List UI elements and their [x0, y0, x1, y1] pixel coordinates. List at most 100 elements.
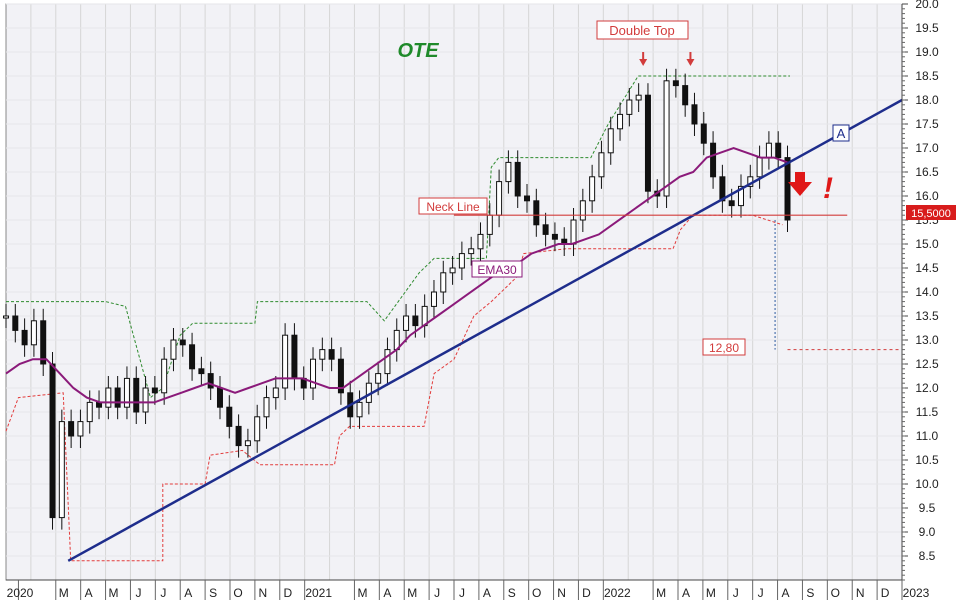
candle-body: [533, 200, 540, 226]
candle-body: [319, 349, 326, 360]
grid: [6, 3, 902, 580]
candle-body: [486, 214, 493, 235]
candle-body: [356, 401, 363, 418]
x-tick-label: O: [532, 586, 541, 600]
ema-label: EMA30: [477, 263, 517, 277]
ema30-line: [5, 146, 788, 404]
candle-body: [644, 94, 651, 192]
target-label: 12,80: [709, 341, 739, 355]
target-box: [702, 338, 746, 356]
candle-body: [589, 176, 596, 202]
candle-body: [570, 219, 577, 245]
candle-body: [105, 387, 112, 408]
candle-body: [161, 358, 168, 394]
down-arrow-icon: [788, 172, 812, 196]
y-tick-label: 19.5: [915, 21, 939, 35]
candle-body: [384, 349, 391, 375]
candle-body: [12, 315, 19, 331]
candle-body: [123, 377, 130, 408]
candlesticks: [3, 68, 791, 530]
x-tick-label: M: [407, 586, 417, 600]
x-tick-label: 2022: [604, 586, 631, 600]
y-tick-label: 8.5: [919, 549, 936, 563]
candle-body: [719, 176, 726, 202]
x-tick-label: A: [782, 586, 790, 600]
candle-body: [263, 397, 270, 418]
candle-body: [505, 161, 512, 183]
x-tick-label: J: [160, 586, 166, 600]
ema-annotation: EMA30: [471, 260, 523, 278]
candle-body: [775, 142, 782, 159]
down-arrow-icon: [686, 59, 695, 66]
y-tick-label: 15.0: [915, 237, 939, 251]
x-tick-label: M: [656, 586, 666, 600]
x-tick-label: J: [758, 586, 764, 600]
y-tick-label: 12.0: [915, 381, 939, 395]
target-annotation: 12,80: [702, 338, 746, 356]
x-tick-label: 2021: [305, 586, 332, 600]
candle-body: [282, 334, 289, 389]
x-tick-label: A: [85, 586, 93, 600]
candle-body: [458, 253, 465, 269]
candle-body: [403, 315, 410, 331]
x-tick-label: J: [733, 586, 739, 600]
x-tick-label: J: [459, 586, 465, 600]
candle-body: [151, 387, 158, 394]
sell-signal: !: [788, 172, 833, 205]
candle-body: [765, 142, 772, 159]
y-tick-label: 14.5: [915, 261, 939, 275]
candle-body: [375, 373, 382, 384]
down-arrow-icon: [639, 59, 648, 66]
candle-body: [49, 363, 56, 519]
price-tag: 15,5000: [906, 205, 956, 220]
candle-body: [189, 344, 196, 370]
candle-body: [226, 406, 233, 427]
x-tick-label: 2023: [903, 586, 930, 600]
x-tick-label: S: [806, 586, 814, 600]
candle-body: [542, 224, 549, 235]
candle-body: [756, 157, 763, 178]
candle-body: [68, 421, 75, 437]
candle-body: [663, 80, 670, 197]
candle-body: [784, 157, 791, 221]
x-tick-label: N: [557, 586, 566, 600]
y-tick-label: 16.5: [915, 165, 939, 179]
y-axis: 8.5 9.0 9.5 10.0 10.5 11.0 11.5 12.0 12.5 13.0 13.…: [901, 0, 939, 581]
candle-body: [86, 401, 93, 423]
candle-body: [114, 387, 121, 408]
candle-body: [310, 358, 317, 389]
candle-body: [40, 320, 47, 365]
candle-body: [551, 233, 558, 240]
candle-body: [737, 185, 744, 207]
candle-body: [440, 272, 447, 293]
candle-body: [728, 200, 735, 207]
x-tick-label: M: [706, 586, 716, 600]
candle-body: [179, 339, 186, 346]
candle-body: [449, 267, 456, 274]
candle-body: [626, 99, 633, 115]
y-tick-label: 17.5: [915, 117, 939, 131]
candle-body: [142, 387, 149, 413]
y-tick-label: 17.0: [915, 141, 939, 155]
double-top-arrows: [639, 52, 695, 66]
candle-body: [244, 440, 251, 447]
candle-body: [328, 349, 335, 360]
candle-body: [412, 315, 419, 327]
candle-body: [607, 128, 614, 154]
y-tick-label: 9.5: [919, 501, 936, 515]
x-tick-label: S: [508, 586, 516, 600]
y-tick-label: 18.0: [915, 93, 939, 107]
trendline: [67, 98, 903, 562]
candle-body: [710, 142, 717, 178]
candle-body: [272, 387, 279, 399]
overlays: [5, 98, 903, 562]
candle-body: [198, 368, 205, 375]
x-tick-label: N: [856, 586, 865, 600]
lower-channel-line: [5, 214, 783, 562]
double-top-annotation: Double Top: [596, 20, 695, 66]
x-tick-label: O: [233, 586, 242, 600]
candle-body: [430, 291, 437, 307]
price-tag-value: 15,5000: [911, 208, 951, 220]
candle-body: [291, 334, 298, 379]
neckline-label: Neck Line: [426, 200, 480, 214]
